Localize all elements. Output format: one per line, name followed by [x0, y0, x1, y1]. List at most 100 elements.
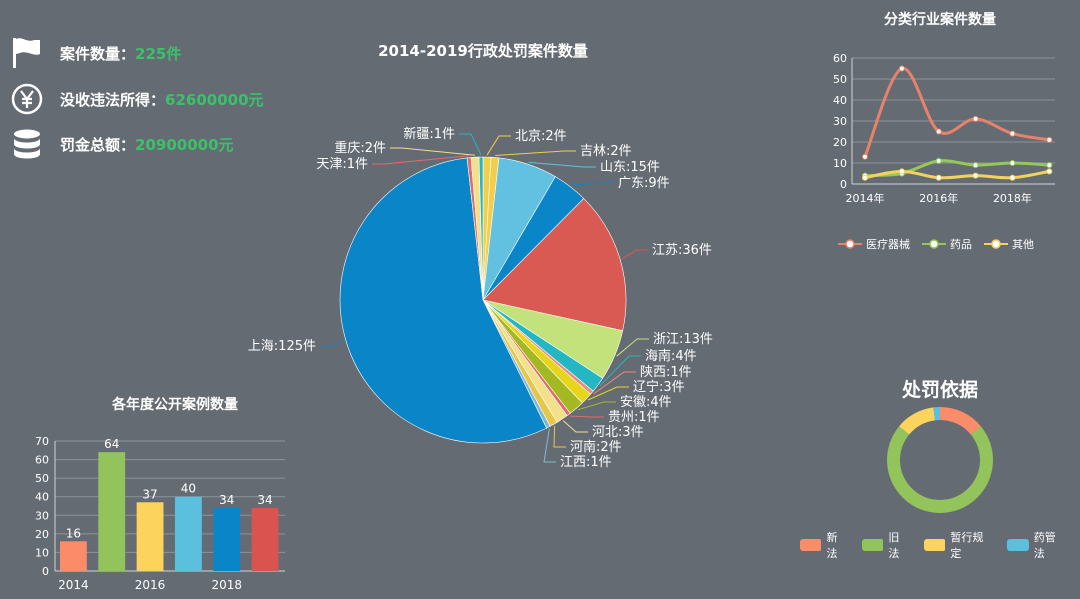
- line-legend-item-medical-device[interactable]: 医疗器械: [838, 236, 910, 252]
- bar-xtick-label: 2018: [211, 578, 242, 592]
- pie-label-liaoning: 辽宁:3件: [633, 379, 685, 395]
- donut-legend-label: 新法: [826, 531, 838, 560]
- line-point-other[interactable]: [935, 174, 942, 181]
- pie-leader-shaanxi: [593, 371, 636, 395]
- bar-ytick-label: 60: [35, 454, 49, 467]
- line-ytick-label: 0: [840, 178, 847, 191]
- line-point-drug[interactable]: [935, 157, 942, 164]
- donut-legend-label: 药管法: [1033, 531, 1056, 560]
- donut-slice-interim-rules[interactable]: [899, 407, 935, 435]
- confiscation-label: 没收违法所得：: [60, 90, 166, 109]
- line-ytick-label: 20: [833, 136, 847, 149]
- line-point-drug[interactable]: [1009, 160, 1016, 166]
- pie-label-shaanxi: 陕西:1件: [640, 365, 692, 380]
- pie-leader-hebei: [562, 420, 588, 433]
- donut-slice-old-law[interactable]: [887, 426, 993, 513]
- line-series-medical-device[interactable]: [863, 67, 1050, 158]
- bar-ytick-label: 20: [35, 528, 49, 541]
- donut-legend-label: 旧法: [888, 531, 900, 560]
- donut-slice-new-law[interactable]: [940, 407, 981, 435]
- pie-slice-jiangsu[interactable]: [482, 198, 627, 332]
- pie-label-hebei: 河北:3件: [592, 425, 644, 440]
- bar-2014[interactable]: [59, 541, 87, 571]
- line-legend-label: 药品: [950, 238, 972, 251]
- line-ytick-label: 50: [833, 73, 847, 86]
- bar-ytick-label: 0: [42, 565, 49, 578]
- donut-legend-item-drug-admin-law[interactable]: 药管法: [1007, 529, 1066, 561]
- flag-icon: [13, 38, 40, 68]
- pie-leader-zhejiang: [616, 338, 649, 357]
- pie-leader-shandong: [528, 161, 596, 168]
- bar-xtick-label: 2016: [135, 578, 166, 592]
- pie-label-guangdong: 广东:9件: [618, 176, 670, 191]
- pie-label-chongqing: 重庆:2件: [334, 140, 386, 156]
- bar-value-label: 16: [66, 526, 81, 540]
- pie-label-beijing: 北京:2件: [515, 129, 567, 144]
- case-count-value: 225件: [135, 44, 182, 63]
- line-point-other[interactable]: [898, 168, 905, 175]
- line-point-other[interactable]: [972, 172, 979, 179]
- pie-label-anhui: 安徽:4件: [620, 395, 672, 410]
- line-point-medical-device[interactable]: [898, 65, 905, 72]
- pie-label-zhejiang: 浙江:13件: [653, 332, 713, 347]
- bar-value-label: 34: [219, 493, 234, 507]
- pie-leader-xinjiang: [459, 133, 482, 156]
- legend-line-marker-icon: [984, 239, 1008, 249]
- pie-leader-henan: [553, 426, 566, 448]
- pie-slice-xinjiang[interactable]: [478, 156, 484, 301]
- confiscation-value: 62600000元: [165, 90, 264, 109]
- bar-value-label: 40: [181, 482, 196, 496]
- legend-swatch-icon: [923, 539, 946, 551]
- bar-value-label: 34: [257, 493, 272, 507]
- pie-leader-liaoning: [587, 386, 629, 401]
- line-point-other[interactable]: [1009, 174, 1016, 181]
- bar-2019[interactable]: [251, 507, 279, 571]
- line-series-other[interactable]: [864, 169, 1050, 180]
- line-point-other[interactable]: [1046, 168, 1053, 175]
- line-title: 分类行业案件数量: [884, 11, 996, 28]
- line-point-medical-device[interactable]: [862, 153, 868, 160]
- stat-case-count: 案件数量： 225件: [10, 36, 181, 70]
- line-point-other[interactable]: [862, 174, 868, 181]
- legend-line-marker-icon: [922, 239, 946, 249]
- line-point-drug[interactable]: [1046, 162, 1053, 169]
- pie-leader-jilin: [495, 150, 576, 157]
- pie-leader-guizhou: [569, 415, 604, 418]
- bar-2018[interactable]: [213, 507, 241, 571]
- fine-total-value: 20900000元: [135, 135, 234, 154]
- bar-ytick-label: 10: [35, 546, 49, 559]
- legend-line-marker-icon: [838, 239, 862, 249]
- bar-2015[interactable]: [98, 452, 126, 571]
- line-legend-item-drug[interactable]: 药品: [922, 236, 972, 252]
- case-count-label: 案件数量：: [60, 44, 136, 63]
- pie-slice-shanghai[interactable]: [339, 157, 547, 444]
- line-point-medical-device[interactable]: [1009, 130, 1016, 137]
- line-point-medical-device[interactable]: [935, 128, 942, 135]
- line-xtick-label: 2014年: [846, 191, 885, 205]
- pie-title: 2014-2019行政处罚案件数量: [378, 42, 588, 60]
- pie-leader-anhui: [577, 401, 616, 411]
- bar-2016[interactable]: [136, 502, 164, 571]
- line-ytick-label: 40: [833, 94, 847, 107]
- donut-legend-item-old-law[interactable]: 旧法: [861, 529, 910, 561]
- bar-ytick-label: 50: [35, 472, 49, 485]
- donut-legend-item-interim-rules[interactable]: 暂行规定: [923, 529, 993, 561]
- stat-fine-total: 罚金总额： 20900000元: [10, 127, 234, 161]
- line-series-drug[interactable]: [864, 159, 1050, 178]
- bar-2017[interactable]: [174, 496, 202, 571]
- line-point-medical-device[interactable]: [972, 115, 979, 122]
- line-legend-item-other[interactable]: 其他: [984, 236, 1034, 252]
- penalty-basis-donut: 处罚依据: [887, 378, 993, 513]
- donut-slice-drug-admin-law[interactable]: [933, 407, 940, 421]
- line-legend: 医疗器械 药品 其他: [838, 236, 1046, 252]
- pie-label-jiangxi: 江西:1件: [560, 455, 612, 470]
- line-ytick-label: 10: [833, 157, 847, 170]
- donut-legend-item-new-law[interactable]: 新法: [800, 529, 848, 561]
- pie-leader-chongqing: [390, 147, 475, 156]
- line-point-medical-device[interactable]: [1046, 136, 1053, 143]
- pie-label-henan: 河南:2件: [570, 439, 622, 455]
- legend-swatch-icon: [1007, 539, 1029, 551]
- province-pie-chart: 2014-2019行政处罚案件数量 北京:2件吉林:2件山东:15件广东:9件江…: [248, 42, 713, 470]
- line-point-drug[interactable]: [972, 162, 979, 169]
- bar-title: 各年度公开案例数量: [111, 396, 238, 413]
